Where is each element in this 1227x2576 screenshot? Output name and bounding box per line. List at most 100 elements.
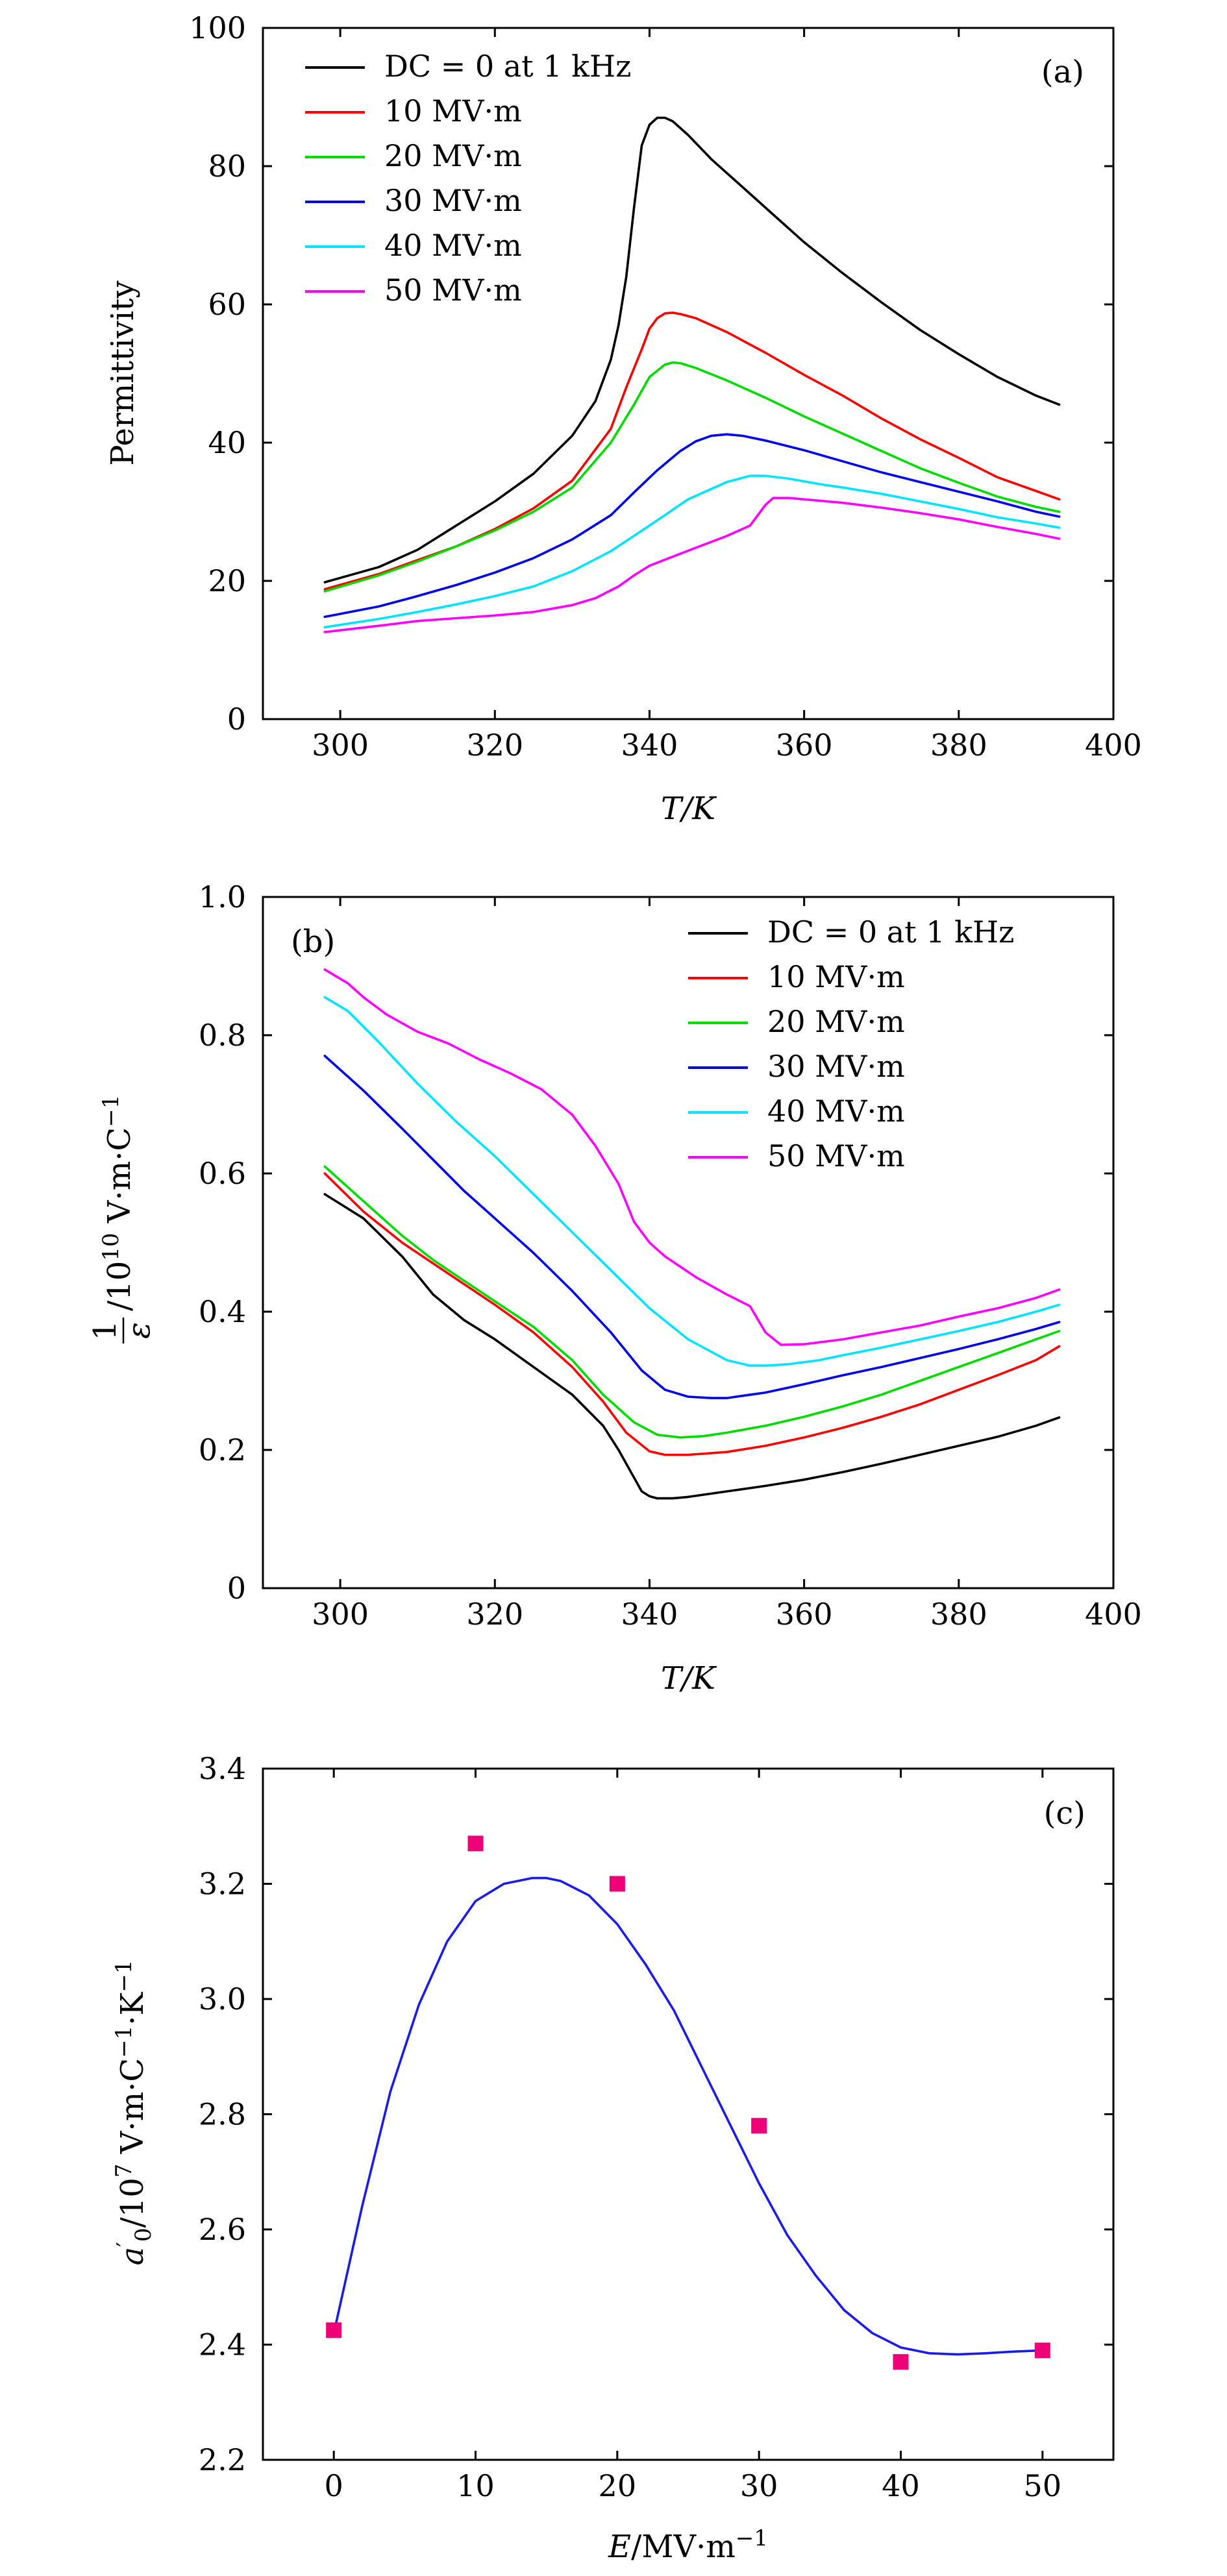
- panel-b-y-label-units: /1010 V·m·C−1: [98, 1095, 138, 1311]
- series-line-5: [323, 996, 1061, 1367]
- panel-c-y-label-unit2: ·K: [114, 1992, 151, 2026]
- x-tick-label: 0: [325, 2468, 343, 2503]
- y-tick-label: 1.0: [199, 879, 246, 914]
- data-point-1: [326, 2322, 342, 2338]
- panel-b-label: (b): [291, 924, 335, 960]
- x-tick-label: 10: [456, 2468, 495, 2503]
- y-tick-label: 80: [208, 149, 246, 184]
- y-tick-label: 0: [227, 702, 246, 737]
- series-line-1: [323, 116, 1061, 583]
- x-tick-label: 340: [621, 1597, 678, 1632]
- panel-c-y-axis-label: a′0/107 V·m·C−1·K−1: [111, 1960, 156, 2266]
- legend-label-6: 50 MV·m: [384, 273, 522, 308]
- data-point-5: [893, 2354, 909, 2370]
- panel-c-y-label-exponent: 7: [111, 2164, 137, 2178]
- panel-b-y-label-unit-exponent: −1: [98, 1095, 124, 1127]
- y-tick-label: 0.8: [199, 1018, 246, 1053]
- panel-a-y-axis-label: Permittivity: [105, 280, 141, 465]
- x-tick-label: 320: [466, 1597, 523, 1632]
- legend-label-4: 30 MV·m: [767, 1049, 905, 1084]
- panel-b-y-label-scale: /10: [101, 1261, 138, 1311]
- panel-b-y-label-exponent: 10: [98, 1233, 124, 1260]
- series-line-2: [323, 1172, 1061, 1456]
- panel-b-inverse-permittivity-chart: 300 320 340 360 380 400 0 0.2 0.4 0.6 0.8 1.0 (b) D…: [87, 879, 1142, 1697]
- panel-c-y-label-subscript: 0: [130, 2227, 156, 2242]
- y-tick-label: 3.0: [199, 1981, 246, 2017]
- panel-b-y-label-frac-numerator: 1: [87, 1321, 123, 1341]
- fit-curve: [332, 1876, 1044, 2356]
- x-tick-label: 400: [1085, 1597, 1142, 1632]
- panel-a-legend: DC = 0 at 1 kHz 10 MV·m 20 MV·m 30 MV·m 40 M…: [305, 49, 631, 308]
- y-tick-label: 0.4: [199, 1294, 246, 1329]
- panel-c-x-label-exponent: −1: [736, 2525, 768, 2551]
- legend-label-2: 10 MV·m: [384, 93, 522, 129]
- panel-c-x-axis-label: E/MV·m−1: [608, 2525, 768, 2565]
- panel-b-y-axis-label: 1 ε /1010 V·m·C−1: [87, 1095, 157, 1343]
- panel-a-label: (a): [1041, 54, 1084, 90]
- y-tick-label: 0.2: [199, 1432, 246, 1467]
- legend-label-5: 40 MV·m: [767, 1094, 905, 1129]
- legend-label-3: 20 MV·m: [384, 138, 522, 173]
- panel-c-y-label-unit2-exponent: −1: [111, 1960, 137, 1993]
- y-tick-label: 2.6: [199, 2212, 246, 2247]
- panel-b-y-label-unit: V·m·C: [101, 1127, 138, 1233]
- y-tick-label: 60: [208, 287, 246, 322]
- x-tick-label: 40: [882, 2468, 920, 2503]
- x-tick-label: 30: [740, 2468, 778, 2503]
- data-point-2: [467, 1835, 484, 1852]
- legend-label-4: 30 MV·m: [384, 183, 522, 218]
- legend-label-6: 50 MV·m: [767, 1138, 905, 1173]
- y-tick-label: 2.4: [199, 2327, 246, 2362]
- y-tick-label: 20: [208, 563, 246, 598]
- panel-c-label: (c): [1044, 1795, 1085, 1832]
- panel-c-plot-frame: [262, 1767, 1115, 2461]
- data-point-3: [609, 1876, 625, 1892]
- legend-label-5: 40 MV·m: [384, 228, 522, 263]
- x-tick-label: 300: [312, 728, 369, 763]
- panel-b-legend: DC = 0 at 1 kHz 10 MV·m 20 MV·m 30 MV·m 40 M…: [688, 914, 1014, 1173]
- panel-c-y-label-prime: ′: [112, 2242, 138, 2247]
- panel-a-axis-ticks: 300 320 340 360 380 400 0 20 40 60 80 100: [189, 10, 1142, 763]
- series-line-3: [323, 1165, 1061, 1439]
- series-line-6: [323, 497, 1061, 633]
- y-tick-label: 40: [208, 425, 246, 460]
- x-tick-label: 380: [930, 1597, 987, 1632]
- y-tick-label: 3.4: [199, 1751, 246, 1786]
- panel-a-x-axis-label: T/K: [661, 791, 717, 827]
- panel-c-plot-area: [326, 1835, 1050, 2370]
- x-tick-label: 50: [1024, 2468, 1062, 2503]
- x-tick-label: 360: [776, 1597, 833, 1632]
- panel-c-y-label-unit-exponent: −1: [111, 2026, 137, 2058]
- series-line-6: [323, 968, 1061, 1346]
- panel-c-y-label-scale: /10: [114, 2177, 151, 2227]
- series-line-2: [323, 312, 1061, 591]
- x-tick-label: 340: [621, 728, 678, 763]
- panel-b-plot-frame: [262, 896, 1115, 1589]
- panel-a-permittivity-chart: 300 320 340 360 380 400 0 20 40 60 80 100 (a) DC = …: [105, 10, 1142, 827]
- legend-label-2: 10 MV·m: [767, 959, 905, 994]
- legend-label-3: 20 MV·m: [767, 1004, 905, 1039]
- x-tick-label: 20: [599, 2468, 637, 2503]
- y-tick-label: 2.8: [199, 2097, 246, 2132]
- x-tick-label: 320: [466, 728, 523, 763]
- data-point-4: [751, 2118, 767, 2134]
- y-tick-label: 3.2: [199, 1867, 246, 1902]
- x-tick-label: 400: [1085, 728, 1142, 763]
- panel-c-x-label-unit: /MV·m: [631, 2529, 736, 2565]
- panel-b-plot-area: [323, 968, 1061, 1500]
- panel-c-y-label-variable: a: [114, 2247, 151, 2266]
- series-line-4: [323, 1055, 1061, 1399]
- x-tick-label: 380: [930, 728, 987, 763]
- panel-c-axis-ticks: 0 10 20 30 40 50 2.2 2.4 2.6 2.8 3.0 3.2 3.4: [199, 1751, 1113, 2503]
- x-tick-label: 300: [312, 1597, 369, 1632]
- panel-c-x-label-variable: E: [608, 2529, 631, 2565]
- y-tick-label: 100: [189, 10, 246, 45]
- panel-a-plot-frame: [262, 27, 1115, 720]
- panel-b-x-axis-label: T/K: [661, 1660, 717, 1697]
- series-line-5: [323, 474, 1061, 629]
- x-tick-label: 360: [776, 728, 833, 763]
- series-line-4: [323, 433, 1061, 619]
- panel-a-plot-area: [323, 116, 1061, 633]
- series-line-1: [323, 1193, 1061, 1500]
- y-tick-label: 0: [227, 1571, 246, 1606]
